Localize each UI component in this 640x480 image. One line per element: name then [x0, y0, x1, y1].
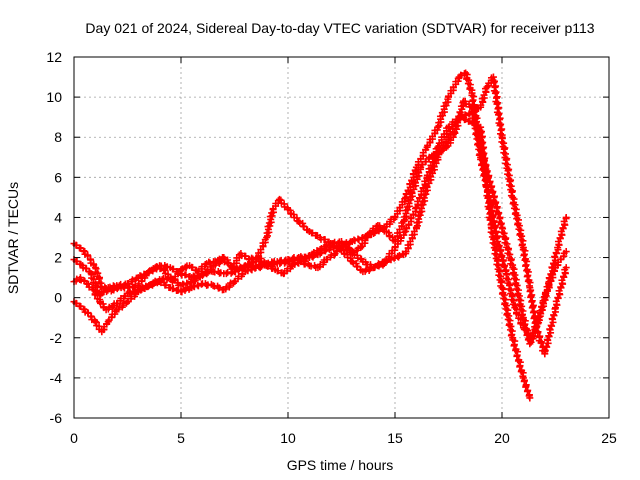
data-point: [434, 149, 442, 157]
data-point: [177, 266, 185, 274]
grid: [74, 57, 609, 418]
data-point: [412, 205, 420, 213]
data-point: [483, 83, 491, 91]
data-point: [145, 282, 153, 290]
data-point: [357, 244, 365, 252]
data-point: [285, 258, 293, 266]
x-tick-label: 15: [387, 430, 403, 446]
data-point: [526, 394, 534, 402]
series-track-a: [70, 69, 570, 348]
x-tick-label: 0: [70, 430, 78, 446]
data-point: [130, 284, 138, 292]
data-point: [442, 143, 450, 151]
data-point: [113, 285, 121, 293]
data-point: [151, 264, 159, 272]
y-tick-label: 2: [54, 250, 62, 266]
y-tick-label: 6: [54, 169, 62, 185]
data-point: [434, 143, 442, 151]
data-point: [562, 248, 570, 256]
data-point: [316, 246, 324, 254]
y-tick-label: -6: [50, 410, 63, 426]
data-point: [160, 266, 168, 274]
x-tick-label: 25: [601, 430, 617, 446]
data-point: [249, 255, 257, 263]
series-layer: [70, 69, 570, 402]
data-point: [256, 264, 264, 272]
y-tick-label: 8: [54, 129, 62, 145]
y-axis-label: SDTVAR / TECUs: [5, 182, 21, 294]
data-point: [348, 250, 356, 258]
data-point: [206, 259, 214, 267]
data-point: [198, 272, 206, 280]
y-tick-label: 10: [46, 89, 62, 105]
data-point: [348, 258, 356, 266]
series-track-d: [70, 97, 570, 342]
data-point: [562, 264, 570, 272]
ticks: 0 5 10 15 20 25 -6 -4 -2 0 2 4 6 8 10 12: [46, 49, 617, 446]
x-tick-label: 5: [177, 430, 185, 446]
data-point: [201, 260, 209, 268]
data-point: [96, 292, 104, 300]
x-tick-label: 10: [280, 430, 296, 446]
y-tick-label: 12: [46, 49, 62, 65]
data-point: [228, 264, 236, 272]
x-tick-label: 20: [494, 430, 510, 446]
data-point: [562, 213, 570, 221]
data-point: [110, 286, 118, 294]
data-point: [295, 217, 303, 225]
series-track-b: [70, 73, 570, 358]
x-axis-label: GPS time / hours: [287, 457, 394, 473]
chart-title: Day 021 of 2024, Sidereal Day-to-day VTE…: [85, 20, 594, 36]
plot-frame: [73, 56, 610, 419]
y-tick-label: -2: [50, 330, 63, 346]
y-tick-label: 0: [54, 290, 62, 306]
y-tick-label: -4: [50, 370, 63, 386]
data-point: [401, 195, 409, 203]
y-tick-label: 4: [54, 209, 62, 225]
